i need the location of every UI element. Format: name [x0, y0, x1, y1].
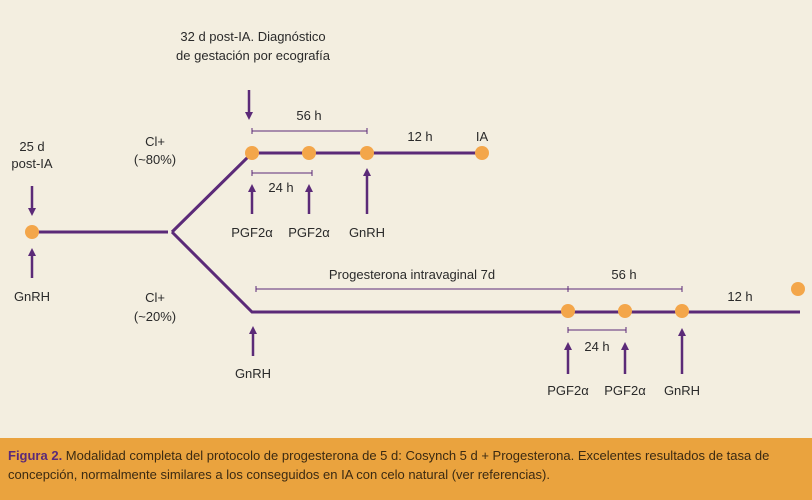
upper-note-line-1: 32 d post-IA. Diagnóstico [180, 29, 325, 44]
lower-12h-label: 12 h [727, 289, 752, 304]
caption-text: Modalidad completa del protocolo de prog… [8, 448, 770, 482]
lower-pgf1-label: PGF2α [547, 383, 589, 398]
lower-56h-bracket [567, 286, 683, 292]
figure-caption: Figura 2. Modalidad completa del protoco… [0, 438, 812, 500]
lower-cl-label-2: (~20%) [134, 309, 176, 324]
upper-pgf2-label: PGF2α [288, 225, 330, 240]
upper-56h-bracket [251, 128, 368, 134]
lower-gnrh-label: GnRH [664, 383, 700, 398]
caption-label: Figura 2. [8, 448, 63, 463]
lower-progesterona-label: Progesterona intravaginal 7d [329, 267, 495, 282]
left-gnrh-label: GnRH [14, 289, 50, 304]
lower-24h-bracket [567, 327, 627, 333]
upper-dot-pgf1 [245, 146, 259, 160]
upper-dot-ia [475, 146, 489, 160]
lower-gnrh-start-label: GnRH [235, 366, 271, 381]
lower-progesterona-bracket [255, 286, 569, 292]
left-time-label-2: post-IA [11, 156, 53, 171]
upper-gnrh-label: GnRH [349, 225, 385, 240]
upper-ia-label: IA [476, 129, 489, 144]
lower-dot-pgf2 [618, 304, 632, 318]
upper-branch-line [170, 151, 484, 234]
lower-branch-line [170, 230, 800, 314]
upper-dot-gnrh [360, 146, 374, 160]
left-dot [25, 225, 39, 239]
upper-note-line-2: de gestación por ecografía [176, 48, 331, 63]
protocol-diagram: 25 d post-IA GnRH 32 d post-IA. Diagnóst… [11, 29, 805, 398]
lower-pgf2-label: PGF2α [604, 383, 646, 398]
lower-24h-label: 24 h [584, 339, 609, 354]
lower-dot-gnrh [675, 304, 689, 318]
upper-dot-pgf2 [302, 146, 316, 160]
lower-56h-label: 56 h [611, 267, 636, 282]
left-time-label-1: 25 d [19, 139, 44, 154]
lower-dot-end [791, 282, 805, 296]
upper-56h-label: 56 h [296, 108, 321, 123]
upper-24h-bracket [251, 170, 313, 176]
lower-dot-pgf1 [561, 304, 575, 318]
upper-cl-label-1: Cl+ [145, 134, 165, 149]
upper-pgf1-label: PGF2α [231, 225, 273, 240]
lower-cl-label-1: Cl+ [145, 290, 165, 305]
upper-12h-label: 12 h [407, 129, 432, 144]
upper-24h-label: 24 h [268, 180, 293, 195]
upper-cl-label-2: (~80%) [134, 152, 176, 167]
